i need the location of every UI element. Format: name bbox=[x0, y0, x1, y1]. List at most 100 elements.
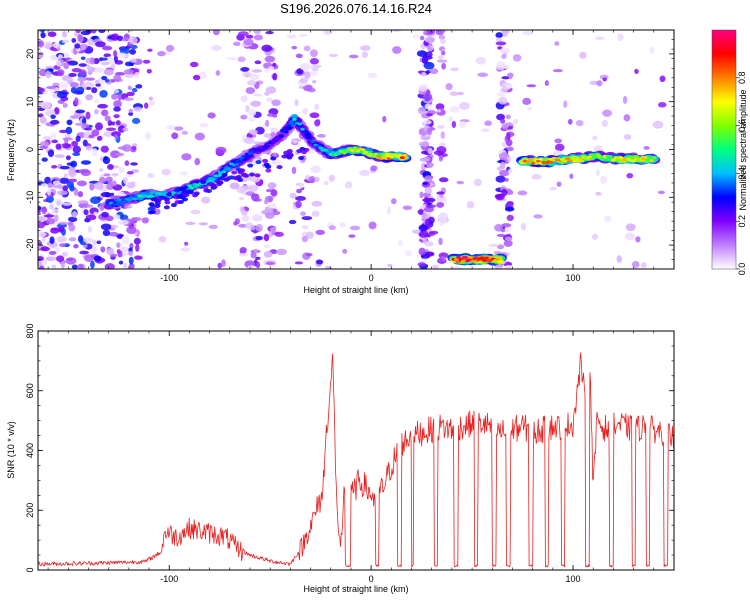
spectrogram-noise-blob bbox=[100, 246, 106, 253]
spectrogram-noise-blob bbox=[602, 77, 607, 82]
spectrogram-noise-blob bbox=[425, 218, 430, 226]
spectrogram-ridge-cell bbox=[140, 192, 145, 195]
spectrogram-noise-blob bbox=[96, 135, 103, 141]
spectrogram-noise-blob bbox=[165, 44, 175, 52]
spectrogram-noise-blob bbox=[239, 247, 247, 254]
spectrogram-secondary-cell bbox=[202, 185, 209, 190]
spectrogram-noise-blob bbox=[98, 30, 106, 33]
spectrogram-noise-blob bbox=[563, 100, 568, 108]
spectrogram-noise-blob bbox=[264, 199, 269, 205]
spectrogram-noise-blob bbox=[272, 114, 278, 118]
spectrogram-noise-blob bbox=[57, 69, 65, 77]
spectrogram-noise-blob bbox=[81, 44, 87, 51]
spectrogram-noise-blob bbox=[45, 70, 52, 79]
spectrogram-noise-blob bbox=[421, 56, 429, 65]
spectrogram-noise-blob bbox=[146, 68, 152, 74]
spectrogram-noise-blob bbox=[63, 173, 68, 179]
spectrogram-noise-blob bbox=[554, 41, 560, 46]
spectrogram-noise-blob bbox=[305, 231, 315, 239]
spectrogram-noise-blob bbox=[46, 195, 54, 203]
spectrogram-noise-blob bbox=[243, 38, 254, 46]
spectrogram-secondary-cell bbox=[178, 186, 185, 191]
spectrogram-noise-blob bbox=[60, 81, 69, 89]
spectrogram-noise-blob bbox=[312, 66, 319, 72]
spectrogram-noise-blob bbox=[602, 109, 613, 117]
spectrogram-ridge-layer bbox=[102, 114, 661, 266]
spectrogram-noise-blob bbox=[56, 255, 65, 262]
spectrogram-noise-blob bbox=[48, 250, 57, 255]
spectrogram-secondary-cell bbox=[286, 149, 293, 154]
spectrogram-noise-blob bbox=[135, 84, 143, 89]
spectrogram-ridge-cell bbox=[567, 159, 573, 162]
spectrogram-ridge-cell bbox=[549, 160, 554, 164]
spectrogram-noise-blob bbox=[252, 214, 263, 222]
spectrogram-noise-blob bbox=[649, 46, 655, 54]
spectrogram-noise-blob bbox=[91, 148, 98, 157]
spectrogram-noise-blob bbox=[51, 164, 58, 169]
spectrogram-secondary-cell bbox=[186, 189, 193, 194]
spectrogram-noise-blob bbox=[368, 221, 377, 230]
spectrogram-noise-blob bbox=[85, 214, 97, 221]
spectrogram-noise-blob bbox=[433, 150, 444, 156]
spectrogram-noise-blob bbox=[179, 171, 188, 176]
spectrogram-noise-blob bbox=[56, 200, 61, 206]
spectrogram-noise-blob bbox=[438, 212, 449, 221]
spectrogram-noise-blob bbox=[100, 145, 109, 153]
spectrogram-secondary-cell bbox=[148, 202, 155, 207]
spectrogram-noise-blob bbox=[294, 99, 299, 107]
colorbar-tick-label: 0.6 bbox=[737, 119, 747, 132]
spectrogram-noise-blob bbox=[475, 56, 487, 65]
spectrogram-ridge-cell bbox=[236, 158, 242, 162]
spectrogram-noise-blob bbox=[420, 254, 431, 259]
spectrogram-noise-blob bbox=[255, 224, 263, 232]
spectrogram-noise-blob bbox=[255, 256, 261, 260]
spectrogram-noise-blob bbox=[105, 127, 117, 132]
spectrogram-noise-blob bbox=[527, 106, 532, 111]
spectrogram-ridge-cell bbox=[226, 167, 232, 171]
spectrogram-ridge-cell bbox=[290, 114, 299, 119]
spectrogram-noise-blob bbox=[301, 216, 313, 221]
spectrogram-secondary-cell bbox=[221, 172, 228, 177]
spectrogram-noise-blob bbox=[265, 212, 275, 219]
spectrogram-noise-blob bbox=[115, 152, 125, 157]
spectrogram-noise-blob bbox=[497, 91, 507, 97]
spectrogram-noise-blob bbox=[55, 143, 62, 150]
spectrogram-ridge-cell bbox=[355, 149, 361, 153]
spectrogram-ridge-cell bbox=[187, 184, 192, 188]
spectrogram-noise-blob bbox=[263, 133, 272, 139]
spectrogram-noise-blob bbox=[504, 206, 515, 212]
spectrogram-noise-blob bbox=[311, 210, 320, 217]
spectrogram-secondary-cell bbox=[248, 172, 255, 177]
spectrogram-noise-blob bbox=[57, 190, 69, 196]
spectrogram-noise-blob bbox=[427, 147, 433, 155]
spectrogram-noise-blob bbox=[67, 178, 78, 183]
spectrogram-noise-blob bbox=[107, 164, 114, 170]
spectrogram-ridge-cell bbox=[562, 159, 568, 163]
spectrogram-noise-blob bbox=[267, 182, 277, 189]
spectrogram-ridge-cell bbox=[273, 139, 278, 143]
spectrogram-noise-blob bbox=[437, 124, 445, 129]
spectrogram-noise-blob bbox=[39, 141, 49, 147]
spectrogram-noise-blob bbox=[314, 176, 320, 183]
spectrogram-noise-blob bbox=[91, 245, 98, 254]
colorbar-swatch bbox=[712, 30, 736, 269]
spectrogram-ridge-cell bbox=[453, 258, 459, 261]
spectrogram-secondary-cell bbox=[247, 163, 254, 168]
y-tick-label: -10 bbox=[25, 191, 35, 204]
spectrogram-noise-blob bbox=[104, 78, 110, 83]
spectrogram-noise-blob bbox=[402, 205, 413, 211]
spectrogram-noise-blob bbox=[141, 217, 150, 224]
spectrogram-noise-blob bbox=[349, 54, 359, 59]
spectrogram-ridge-cell bbox=[565, 157, 571, 161]
spectrogram-ridge-cell bbox=[376, 154, 382, 158]
spectrogram-noise-blob bbox=[52, 42, 59, 49]
spectrogram-noise-blob bbox=[504, 178, 509, 182]
y-tick-label: 800 bbox=[25, 323, 35, 338]
spectrogram-secondary-cell bbox=[170, 203, 177, 208]
spectrogram-noise-blob bbox=[552, 69, 563, 73]
spectrogram-noise-blob bbox=[134, 255, 143, 260]
spectrogram-noise-blob bbox=[123, 263, 128, 269]
spectrogram-noise-blob bbox=[250, 251, 257, 259]
spectrogram-noise-blob bbox=[47, 188, 52, 196]
spectrogram-noise-blob bbox=[316, 259, 324, 265]
